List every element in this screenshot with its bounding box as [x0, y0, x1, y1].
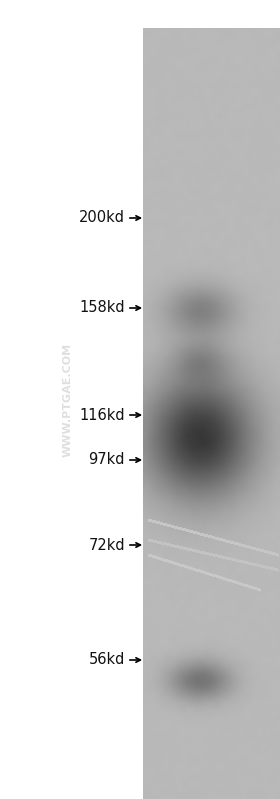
Text: 158kd: 158kd [79, 300, 125, 316]
Text: 56kd: 56kd [89, 653, 125, 667]
Text: 116kd: 116kd [79, 407, 125, 423]
Text: WWW.PTGAE.COM: WWW.PTGAE.COM [63, 343, 73, 457]
Text: 200kd: 200kd [79, 210, 125, 225]
Text: 97kd: 97kd [88, 452, 125, 467]
Text: 72kd: 72kd [88, 538, 125, 552]
